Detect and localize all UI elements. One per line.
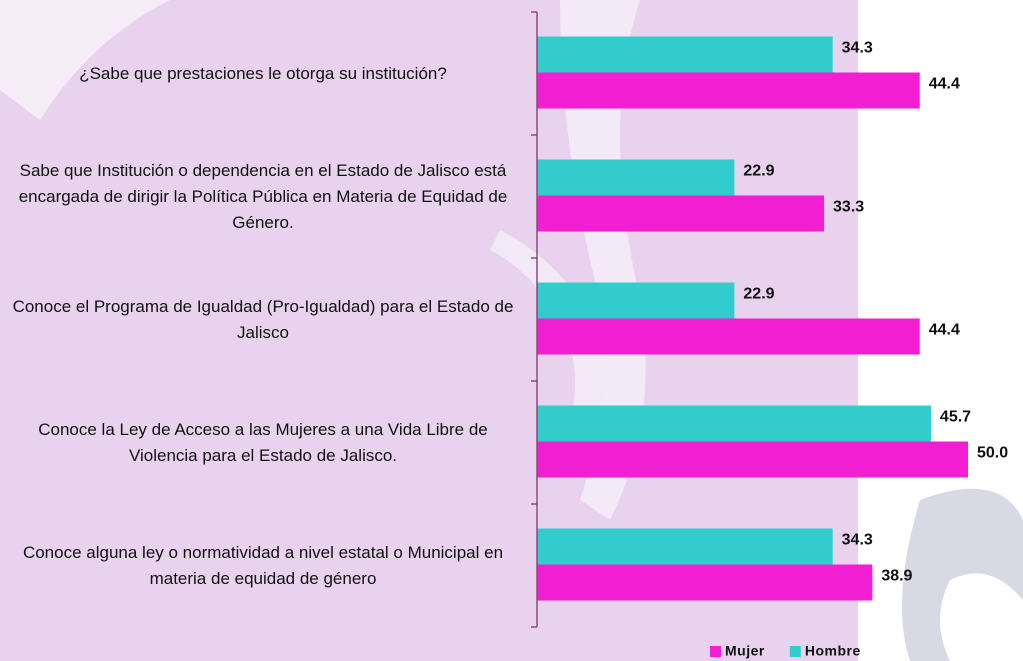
background-swoosh	[0, 0, 170, 120]
legend-label: Mujer	[725, 643, 765, 659]
bar	[537, 72, 920, 109]
value-label: 44.4	[929, 322, 960, 339]
bar	[537, 564, 873, 601]
legend-label: Hombre	[805, 643, 861, 659]
value-label: 22.9	[743, 163, 774, 180]
bar	[537, 195, 825, 232]
value-label: 22.9	[743, 286, 774, 303]
value-label: 50.0	[977, 445, 1008, 462]
value-label: 33.3	[833, 199, 864, 216]
value-label: 34.3	[842, 40, 873, 57]
bar	[537, 159, 735, 196]
bar	[537, 36, 833, 73]
category-label: Conoce alguna ley o normatividad a nivel…	[22, 542, 504, 588]
legend-swatch	[789, 646, 801, 657]
background-swoosh	[560, 0, 646, 520]
bar	[537, 318, 920, 355]
bar	[537, 282, 735, 319]
category-label: Conoce la Ley de Acceso a las Mujeres a …	[38, 419, 488, 465]
bar	[537, 405, 931, 442]
bar	[537, 528, 833, 565]
category-label: ¿Sabe que prestaciones le otorga su inst…	[79, 63, 447, 83]
category-label: Sabe que Institución o dependencia en el…	[18, 160, 508, 232]
category-label: Conoce el Programa de Igualdad (Pro-Igua…	[12, 296, 514, 342]
bar	[537, 441, 968, 478]
value-label: 38.9	[881, 568, 912, 585]
value-label: 44.4	[929, 76, 960, 93]
value-label: 45.7	[940, 409, 971, 426]
background-swoosh	[902, 488, 1023, 661]
legend-swatch	[710, 646, 721, 657]
value-label: 34.3	[842, 532, 873, 549]
